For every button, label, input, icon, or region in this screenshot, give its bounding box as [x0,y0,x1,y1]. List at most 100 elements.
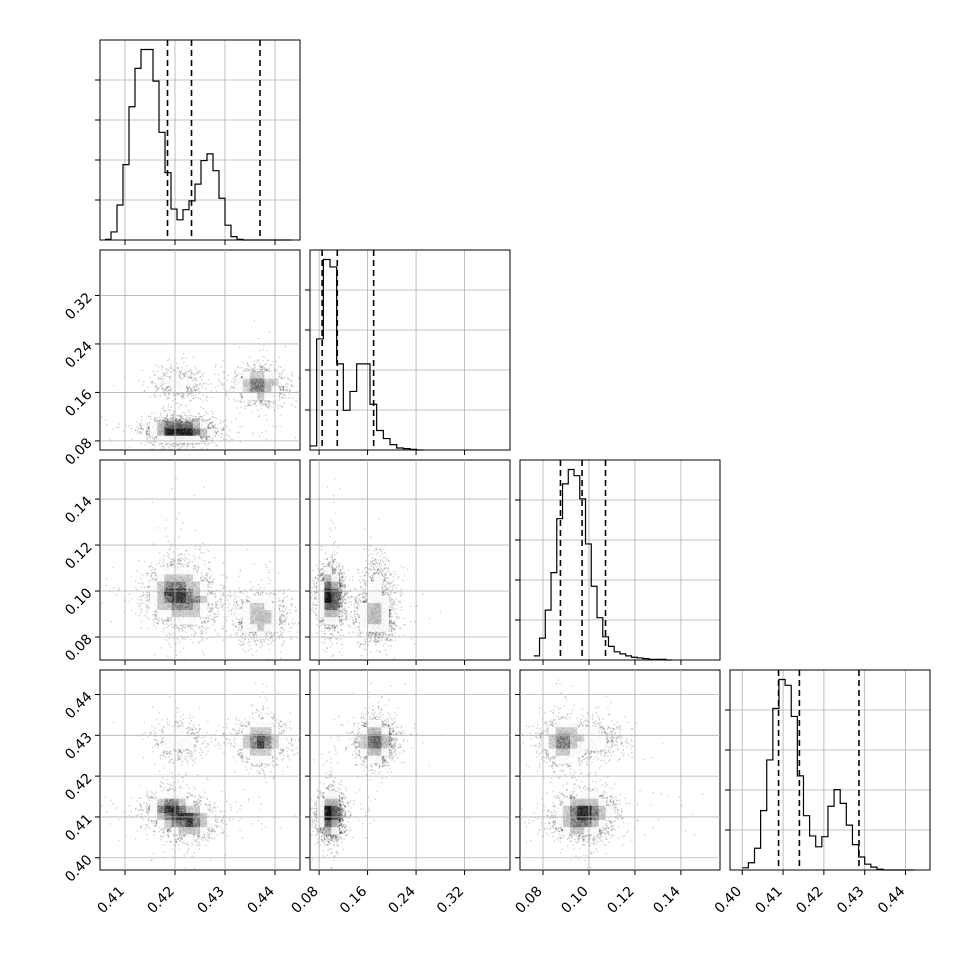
scatter-point [147,426,150,429]
scatter-point [207,435,209,437]
scatter-point [238,431,241,434]
scatter-point [268,367,271,369]
scatter-point [249,404,252,407]
scatter-point [250,367,252,370]
scatter-point [280,377,283,379]
scatter-point [161,387,164,390]
scatter-point [291,385,293,387]
scatter-point [214,427,216,429]
scatter-point [205,411,207,413]
scatter-point [145,430,147,433]
scatter-point [222,384,225,387]
density-cell [264,371,272,379]
scatter-point [192,443,194,445]
scatter-point [197,370,200,372]
scatter-point [177,367,180,369]
scatter-point [172,413,174,415]
scatter-point [281,395,283,398]
scatter-point [161,448,164,450]
scatter-point [146,430,149,433]
scatter-point [155,364,157,366]
scatter-point [193,386,196,389]
scatter-point [202,419,205,422]
scatter-point [198,419,200,422]
scatter-point [149,427,151,429]
scatter-point [272,425,274,427]
scatter-point [197,371,200,374]
scatter-point [160,443,162,445]
scatter-point [188,415,191,417]
scatter-point [135,429,137,432]
scatter-point [172,416,174,418]
scatter-point [164,395,166,397]
scatter-point [197,387,200,389]
scatter-point [265,430,267,432]
scatter-point [161,388,163,390]
scatter-point [145,433,148,435]
scatter-point [163,409,165,412]
scatter-point [244,368,246,370]
scatter-point [255,361,258,363]
scatter-point [210,410,213,413]
scatter-point [211,424,214,427]
scatter-point [113,384,115,387]
scatter-point [154,411,156,414]
scatter-point [185,405,187,407]
scatter-point [170,419,172,421]
scatter-point [153,418,156,420]
scatter-point [290,385,293,388]
scatter-point [164,389,166,391]
scatter-point [148,430,151,433]
scatter-point [265,404,268,407]
scatter-point [223,427,225,429]
scatter-point [207,444,209,446]
scatter-point [183,372,186,375]
scatter-point [195,389,197,391]
scatter-point [201,384,203,386]
scatter-point [163,375,166,377]
density-cell [164,378,172,387]
scatter-point [188,387,190,389]
scatter-point [151,435,154,437]
scatter-point [202,401,204,403]
scatter-point [201,436,204,439]
scatter-point [185,419,188,421]
scatter-point [138,427,140,430]
scatter-point [181,404,183,406]
scatter-point [171,417,174,420]
scatter-point [297,390,299,393]
scatter-point [205,395,208,397]
scatter-point [160,414,162,416]
scatter-point [230,387,232,389]
scatter-point [203,414,206,417]
scatter-point [166,368,168,370]
scatter-point [273,410,276,412]
scatter-point [147,428,149,430]
scatter-point [174,446,177,448]
scatter-point [200,436,202,438]
scatter-point [191,443,193,445]
scatter-point [178,448,181,450]
scatter-point [276,368,278,371]
scatter-point [200,419,203,422]
scatter-point [267,401,269,403]
scatter-point [167,397,169,400]
scatter-point [171,367,173,370]
scatter-point [240,393,243,396]
scatter-point [166,372,168,374]
scatter-point [101,416,103,418]
scatter-point [268,369,270,371]
scatter-point [181,392,184,395]
scatter-point [179,418,181,420]
scatter-point [278,385,281,387]
scatter-point [193,420,196,422]
scatter-point [232,378,234,380]
scatter-point [243,400,245,403]
scatter-point [167,418,169,421]
scatter-point [266,368,268,370]
scatter-point [268,400,270,403]
scatter-point [210,442,213,444]
scatter-point [192,356,195,358]
scatter-point [209,427,211,429]
scatter-point [283,369,285,371]
